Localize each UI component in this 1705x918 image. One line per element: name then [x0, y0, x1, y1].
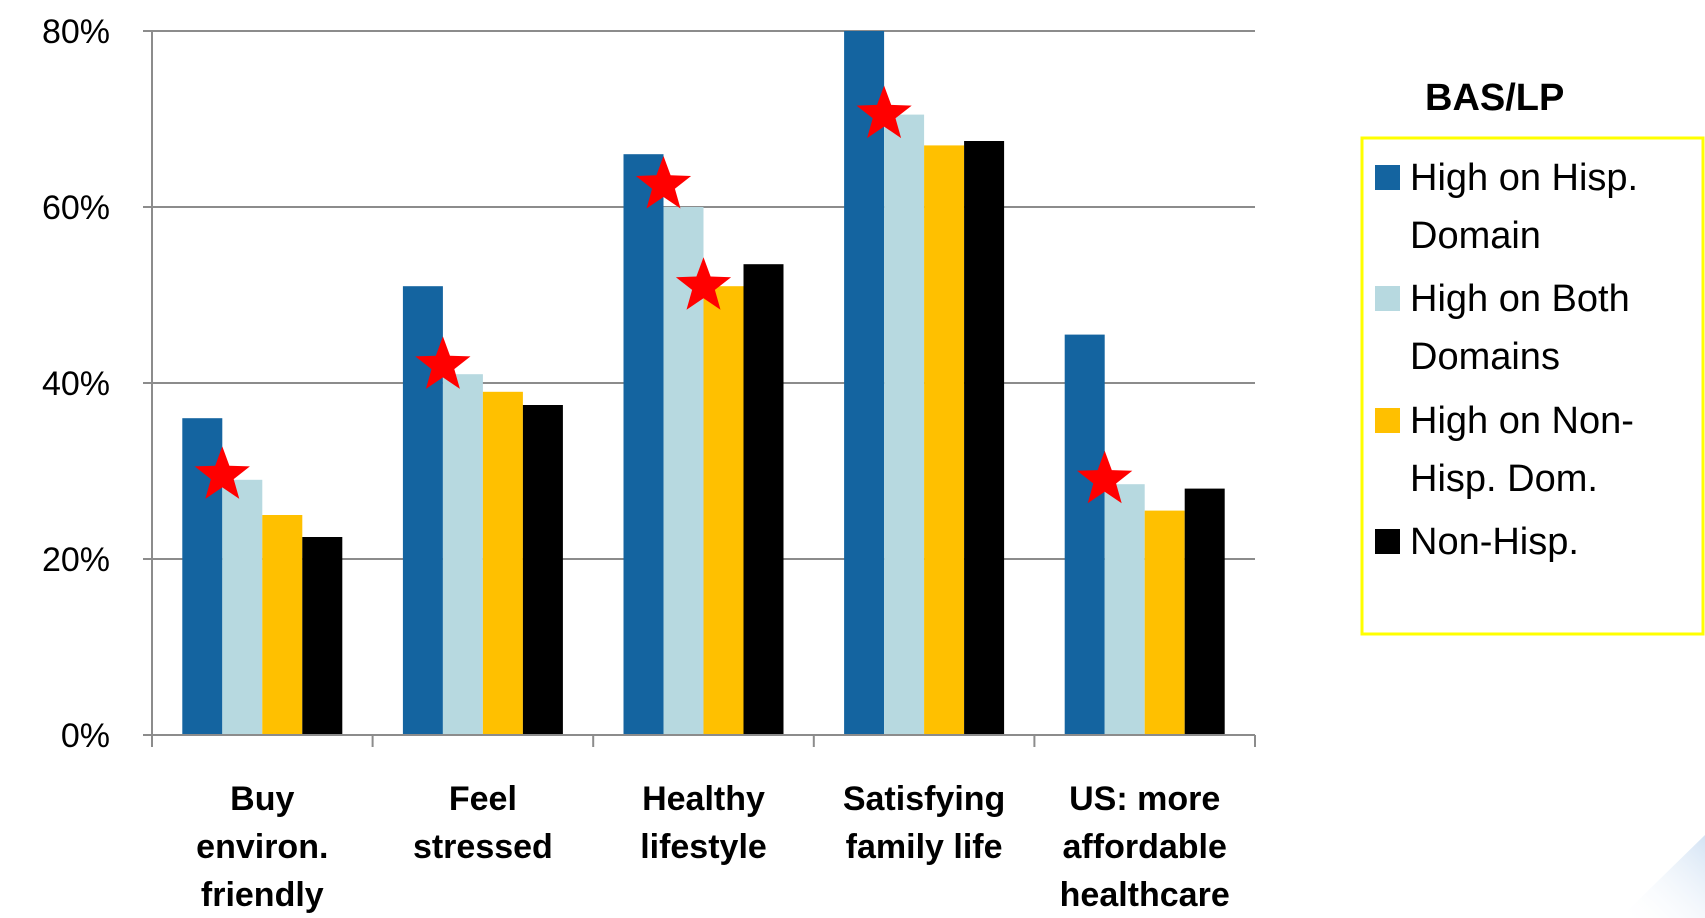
red-star-icon — [675, 257, 732, 310]
legend-entry: High on Non- Hisp. Dom. — [1410, 400, 1634, 500]
x-category-label: Healthy lifestyle — [640, 780, 767, 866]
bar — [1184, 488, 1225, 735]
bar — [522, 405, 563, 735]
x-category-label-line: family life — [846, 828, 1003, 866]
x-category-label: Buy environ. friendly — [196, 780, 328, 914]
red-star-icon — [856, 85, 912, 139]
legend-entry: High on Hisp. Domain — [1410, 157, 1638, 257]
legend-title: BAS/LP — [1425, 77, 1564, 119]
star-annotations — [194, 85, 1133, 504]
bar — [1104, 484, 1145, 735]
bar — [964, 141, 1005, 735]
y-tick-label: 40% — [42, 365, 110, 403]
legend-entry-line: Domain — [1410, 215, 1541, 257]
bar — [222, 479, 263, 735]
bar — [884, 114, 925, 736]
bar — [442, 374, 483, 735]
legend-swatch — [1375, 408, 1400, 433]
bar — [743, 264, 784, 735]
legend-entry-line: High on Both — [1410, 278, 1630, 320]
y-axis-tick-labels: 0% 20% 40% 60% 80% — [42, 13, 110, 755]
x-category-label-line: Buy — [230, 780, 294, 818]
red-star-icon — [194, 446, 250, 499]
x-category-label-line: affordable — [1063, 828, 1227, 866]
x-category-label-line: Feel — [449, 780, 517, 818]
x-category-label: Feel stressed — [413, 780, 553, 866]
legend-entry-line: High on Non- — [1410, 400, 1634, 442]
x-category-label-line: stressed — [413, 828, 553, 866]
x-category-label-line: Satisfying — [843, 780, 1005, 818]
legend-entry-line: Non-Hisp. — [1410, 521, 1579, 563]
bar — [844, 31, 885, 735]
background-decoration — [1620, 835, 1705, 918]
legend-swatch — [1375, 529, 1400, 554]
bar — [924, 145, 965, 735]
x-category-label-line: friendly — [201, 876, 324, 914]
axes — [151, 31, 1256, 747]
x-category-label-line: US: more — [1069, 780, 1220, 818]
x-category-label-line: healthcare — [1060, 876, 1230, 914]
legend-entry-line: Hisp. Dom. — [1410, 458, 1598, 500]
bar — [262, 515, 303, 735]
bar — [703, 286, 744, 735]
x-axis-category-labels: Buy environ. friendly Feel stressed Healthy li… — [196, 780, 1230, 914]
x-category-label: Satisfying family life — [843, 780, 1005, 866]
bar — [302, 537, 343, 735]
legend: BAS/LP High on Hisp. Domain High on Both Dom… — [1360, 77, 1705, 636]
red-star-icon — [1077, 450, 1133, 504]
legend-swatch — [1375, 165, 1400, 190]
bar — [482, 391, 523, 735]
bar — [1064, 334, 1105, 735]
red-star-icon — [415, 336, 471, 389]
legend-entry: Non-Hisp. — [1410, 521, 1579, 563]
x-category-label-line: lifestyle — [640, 828, 767, 866]
bar — [1144, 510, 1185, 735]
x-category-label-line: environ. — [196, 828, 328, 866]
y-tick-label: 0% — [61, 717, 110, 755]
legend-box — [1360, 136, 1705, 636]
x-category-label: US: more affordable healthcare — [1060, 780, 1230, 914]
red-star-icon — [635, 156, 692, 209]
legend-entry-line: Domains — [1410, 336, 1560, 378]
y-tick-label: 80% — [42, 13, 110, 51]
legend-entry-line: High on Hisp. — [1410, 157, 1638, 199]
bar — [623, 154, 664, 735]
legend-entry: High on Both Domains — [1410, 278, 1630, 378]
legend-swatch — [1375, 286, 1400, 311]
y-tick-label: 20% — [42, 541, 110, 579]
x-category-label-line: Healthy — [642, 780, 765, 818]
y-tick-label: 60% — [42, 189, 110, 227]
